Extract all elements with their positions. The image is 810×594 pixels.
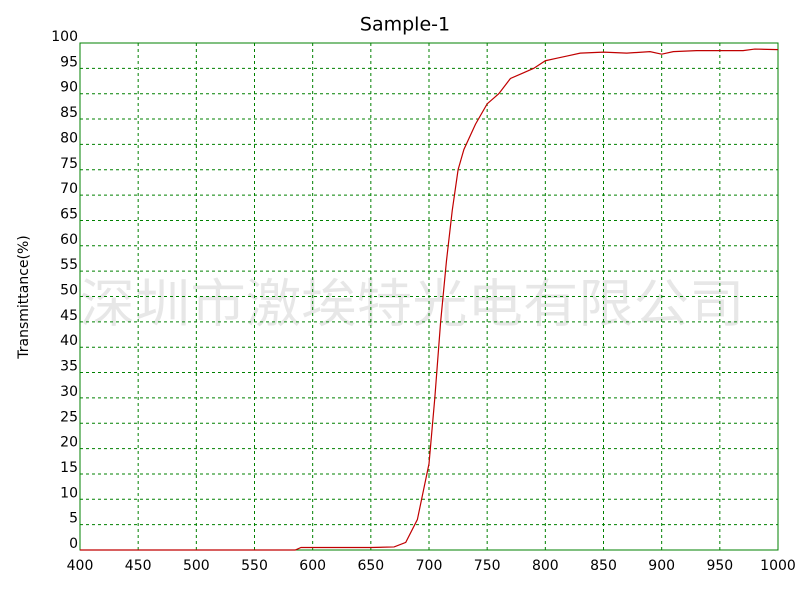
y-tick-label: 15 [60, 460, 78, 476]
y-tick-label: 10 [60, 485, 78, 501]
y-tick-label: 5 [69, 511, 78, 527]
y-tick-label: 95 [60, 54, 78, 70]
y-tick-label: 20 [60, 435, 78, 451]
y-tick-label: 60 [60, 232, 78, 248]
y-tick-label: 30 [60, 384, 78, 400]
y-tick-label: 70 [60, 181, 78, 197]
watermark: 深圳市激埃特光电有限公司 [80, 275, 745, 335]
y-tick-label: 35 [60, 359, 78, 375]
y-tick-label: 90 [60, 80, 78, 96]
x-tick-label: 550 [241, 558, 268, 574]
x-tick-label: 750 [474, 558, 501, 574]
y-tick-label: 40 [60, 333, 78, 349]
x-tick-label: 850 [590, 558, 617, 574]
y-tick-label: 65 [60, 206, 78, 222]
plot-frame [79, 42, 779, 551]
x-tick-label: 1000 [760, 558, 796, 574]
x-tick-label: 800 [532, 558, 559, 574]
x-tick-label: 700 [416, 558, 443, 574]
y-tick-label: 100 [51, 29, 78, 45]
x-tick-label: 400 [67, 558, 94, 574]
y-axis-label: Transmittance(%) [16, 235, 32, 360]
chart-title: Sample-1 [360, 14, 450, 36]
x-tick-label: 650 [357, 558, 384, 574]
y-tick-label: 25 [60, 409, 78, 425]
y-tick-label: 85 [60, 105, 78, 121]
y-tick-label: 45 [60, 308, 78, 324]
y-tick-label: 75 [60, 156, 78, 172]
y-tick-label: 0 [69, 536, 78, 552]
y-tick-label: 55 [60, 257, 78, 273]
x-tick-label: 950 [706, 558, 733, 574]
data-line [80, 48, 779, 551]
x-tick-label: 500 [183, 558, 210, 574]
y-tick-label: 50 [60, 283, 78, 299]
x-tick-label: 600 [299, 558, 326, 574]
x-tick-label: 450 [125, 558, 152, 574]
y-tick-label: 80 [60, 130, 78, 146]
x-tick-label: 900 [648, 558, 675, 574]
